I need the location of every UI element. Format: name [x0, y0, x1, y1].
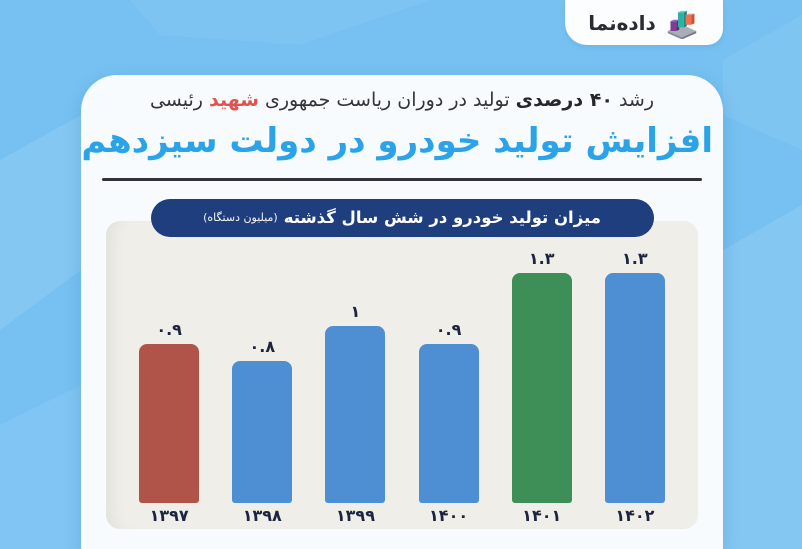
- bg-shape: [723, 205, 802, 549]
- page-title: افزایش تولید خودرو در دولت سیزدهم: [81, 120, 713, 161]
- brand-name: داده‌نما: [588, 10, 656, 35]
- bar-value-label: ۰.۹: [435, 319, 462, 339]
- bar-year-label: ۱۴۰۰: [429, 505, 469, 525]
- bg-shape: [130, 0, 430, 45]
- bar-value-label: ۰.۸: [249, 336, 276, 356]
- bg-shape: [0, 115, 81, 330]
- bar-۱۳۹۷: [139, 343, 200, 503]
- bar-value-label: ۱.۳: [528, 248, 555, 268]
- bar-year-label: ۱۴۰۲: [615, 505, 655, 525]
- chart-header-pill: میزان تولید خودرو در شش سال گذشته (میلیو…: [150, 198, 654, 237]
- chart-panel: ۰.۹ ۱۳۹۷ ۰.۸ ۱۳۹۸ ۱ ۱۳۹۹ ۰.۹ ۱۴۰۰ ۱.۳ ۱۴۰۱ ۱.۳ ۱۴۰۲: [106, 220, 698, 529]
- subtitle-text: رشد: [612, 89, 655, 111]
- bar-year-label: ۱۳۹۹: [335, 505, 375, 525]
- bar-۱۴۰۰: [418, 343, 479, 503]
- bar-value-label: ۱: [350, 301, 361, 321]
- bar-column: ۰.۸ ۱۳۹۸: [232, 336, 293, 529]
- bar-column: ۱ ۱۳۹۹: [325, 301, 386, 529]
- subtitle: رشد ۴۰ درصدی تولید در دوران ریاست جمهوری…: [101, 88, 703, 114]
- bg-shape: [0, 385, 81, 549]
- bar-value-label: ۰.۹: [156, 319, 182, 339]
- chart-unit-note: (میلیون دستگاه): [203, 211, 278, 225]
- subtitle-highlight-text: شهید: [208, 89, 259, 111]
- bar-column: ۰.۹ ۱۳۹۷: [139, 319, 200, 529]
- bar-۱۳۹۸: [232, 360, 293, 503]
- bar-۱۴۰۱: [511, 272, 572, 503]
- subtitle-bold-text: ۴۰ درصدی: [515, 89, 613, 111]
- bar-value-label: ۱.۳: [622, 248, 648, 268]
- bar-year-label: ۱۴۰۱: [522, 505, 562, 525]
- bar-year-label: ۱۳۹۷: [149, 505, 189, 525]
- divider: [102, 177, 702, 181]
- bg-shape: [723, 15, 802, 150]
- brand-badge: داده‌نما: [565, 0, 723, 45]
- subtitle-text: رئیسی: [149, 89, 209, 111]
- content-card: رشد ۴۰ درصدی تولید در دوران ریاست جمهوری…: [81, 75, 723, 549]
- bar-column: ۱.۳ ۱۴۰۱: [511, 248, 572, 529]
- bar-۱۳۹۹: [325, 325, 386, 503]
- bar-chart-3d-icon: [667, 10, 697, 39]
- bar-column: ۱.۳ ۱۴۰۲: [604, 248, 665, 529]
- chart-title: میزان تولید خودرو در شش سال گذشته: [283, 208, 601, 228]
- bar-column: ۰.۹ ۱۴۰۰: [418, 319, 479, 529]
- subtitle-text: تولید در دوران ریاست جمهوری: [258, 89, 516, 111]
- bar-year-label: ۱۳۹۸: [242, 505, 282, 525]
- bar-chart: ۰.۹ ۱۳۹۷ ۰.۸ ۱۳۹۸ ۱ ۱۳۹۹ ۰.۹ ۱۴۰۰ ۱.۳ ۱۴۰۱ ۱.۳ ۱۴۰۲: [106, 221, 698, 529]
- bar-۱۴۰۲: [604, 272, 665, 503]
